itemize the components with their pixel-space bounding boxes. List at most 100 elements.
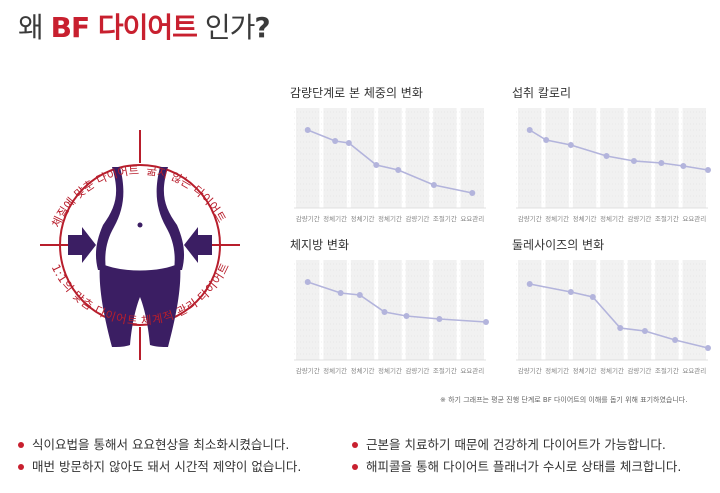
chart-point — [641, 328, 648, 334]
chart-band — [655, 108, 679, 208]
chart-title: 둘레사이즈의 변화 — [512, 238, 605, 252]
benefit-item: 식이요법을 통해서 요요현상을 최소화시켰습니다. — [18, 434, 301, 456]
chart-tick-label: 정체기간 — [351, 214, 375, 223]
chart-tick-label: 요요관리 — [682, 214, 706, 223]
chart-tick-label: 조절기간 — [655, 366, 679, 375]
chart-point — [395, 167, 402, 173]
chart-point — [332, 138, 339, 144]
chart-point — [672, 337, 679, 343]
title-suffix: 인가 — [204, 11, 256, 44]
chart-band — [518, 260, 542, 360]
benefit-text: 식이요법을 통해서 요요현상을 최소화시켰습니다. — [32, 437, 290, 452]
chart-plot: 감량기간 정체기간 정체기간 정체기간 감량기간 조절기간 요요관리 — [294, 260, 489, 375]
chart-point — [304, 279, 311, 285]
chart-band — [433, 108, 457, 208]
bullet-dot-icon — [352, 441, 358, 448]
chart-title: 섭취 칼로리 — [512, 86, 572, 100]
chart-band — [460, 260, 484, 360]
chart-point — [567, 142, 574, 148]
chart-title: 감량단계로 본 체중의 변화 — [290, 86, 423, 100]
chart-band — [378, 108, 402, 208]
chart-plot: 감량기간 정체기간 정체기간 정체기간 감량기간 조절기간 요요관리 — [516, 108, 711, 223]
emblem-circle — [59, 164, 221, 326]
chart-band — [378, 260, 402, 360]
chart-point — [469, 190, 476, 196]
chart-band — [572, 108, 597, 208]
chart-tick-label: 조절기간 — [433, 366, 457, 375]
chart-girth-size: 둘레사이즈의 변화 감량기간 정체기간 정체기간 정체기간 감량기간 조절기간 요요관리 — [512, 236, 720, 386]
chart-band — [433, 260, 457, 360]
benefit-list-right: 근본을 치료하기 때문에 건강하게 다이어트가 가능합니다. 해피콜을 통해 다… — [352, 434, 681, 478]
chart-plot: 감량기간 정체기간 정체기간 정체기간 감량기간 조절기간 요요관리 — [516, 260, 711, 375]
chart-point — [356, 292, 363, 298]
chart-band — [296, 108, 320, 208]
chart-band — [405, 260, 430, 360]
chart-tick-label: 요요관리 — [460, 366, 484, 375]
chart-plot: 감량기간 정체기간 정체기간 정체기간 감량기간 조절기간 요요관리 — [294, 108, 486, 223]
chart-tick-label: 감량기간 — [405, 366, 429, 375]
chart-band — [682, 260, 706, 360]
chart-band — [405, 108, 430, 208]
chart-point — [381, 309, 388, 315]
chart-point — [705, 345, 711, 351]
diet-emblem: 체질에 맞춘 다이어트 굶지 않는 다이어트 1:1의 맞춤 다이어트 체계적 … — [20, 95, 260, 385]
bullet-dot-icon — [18, 463, 24, 470]
chart-point — [630, 158, 637, 164]
chart-tick-label: 정체기간 — [378, 366, 402, 375]
chart-tick-label: 정체기간 — [600, 366, 624, 375]
chart-point — [589, 294, 596, 300]
benefit-text: 근본을 치료하기 때문에 건강하게 다이어트가 가능합니다. — [366, 437, 666, 452]
benefit-list-left: 식이요법을 통해서 요요현상을 최소화시켰습니다. 매번 방문하지 않아도 돼서… — [18, 434, 301, 478]
chart-tick-label: 감량기간 — [518, 214, 542, 223]
chart-tick-label: 정체기간 — [323, 366, 347, 375]
chart-band — [655, 260, 679, 360]
title-brand: BF 다이어트 — [50, 11, 198, 44]
chart-tick-label: 조절기간 — [655, 214, 679, 223]
chart-tick-label: 조절기간 — [433, 214, 457, 223]
chart-band — [627, 108, 652, 208]
chart-band — [518, 108, 542, 208]
chart-band — [323, 108, 347, 208]
chart-tick-label: 정체기간 — [545, 366, 569, 375]
chart-calorie-intake: 섭취 칼로리 감량기간 정체기간 정체기간 정체기간 감량기간 조절기간 요요관리 — [512, 84, 720, 234]
chart-band — [545, 108, 569, 208]
chart-weight-change: 감량단계로 본 체중의 변화 감량기간 정체기간 정체기간 정체기간 감량기간 조절기간 요… — [290, 84, 502, 234]
chart-band — [572, 260, 597, 360]
chart-tick-label: 감량기간 — [627, 214, 651, 223]
chart-series-line — [529, 129, 709, 171]
chart-band — [460, 108, 484, 208]
chart-point — [526, 281, 533, 287]
chart-band — [600, 260, 624, 360]
title-prefix: 왜 — [18, 11, 44, 44]
chart-band — [350, 260, 375, 360]
bullet-dot-icon — [352, 463, 358, 470]
bullet-dot-icon — [18, 441, 24, 448]
chart-point — [705, 167, 711, 173]
benefit-item: 근본을 치료하기 때문에 건강하게 다이어트가 가능합니다. — [352, 434, 681, 456]
chart-tick-label: 감량기간 — [296, 214, 320, 223]
chart-point — [483, 319, 489, 325]
chart-point — [658, 160, 665, 166]
benefit-item: 해피콜을 통해 다이어트 플래너가 수시로 상태를 체크합니다. — [352, 456, 681, 478]
chart-tick-label: 감량기간 — [627, 366, 651, 375]
chart-point — [345, 140, 352, 146]
chart-band — [600, 108, 624, 208]
chart-point — [436, 316, 443, 322]
chart-point — [543, 137, 550, 143]
chart-tick-label: 정체기간 — [600, 214, 624, 223]
chart-point — [603, 153, 610, 159]
chart-footnote: ※ 하기 그래프는 평균 진행 단계로 BF 다이어트의 이해를 돕기 위해 표… — [440, 396, 688, 404]
chart-tick-label: 감량기간 — [296, 366, 320, 375]
chart-tick-label: 감량기간 — [405, 214, 429, 223]
chart-tick-label: 정체기간 — [378, 214, 402, 223]
chart-point — [617, 325, 624, 331]
arrow-right-icon — [68, 227, 96, 263]
chart-tick-label: 요요관리 — [682, 366, 706, 375]
chart-point — [430, 182, 437, 188]
chart-point — [526, 127, 533, 133]
chart-point — [304, 127, 311, 133]
chart-tick-label: 감량기간 — [518, 366, 542, 375]
chart-band — [296, 260, 320, 360]
chart-point — [337, 290, 344, 296]
chart-tick-label: 정체기간 — [351, 366, 375, 375]
